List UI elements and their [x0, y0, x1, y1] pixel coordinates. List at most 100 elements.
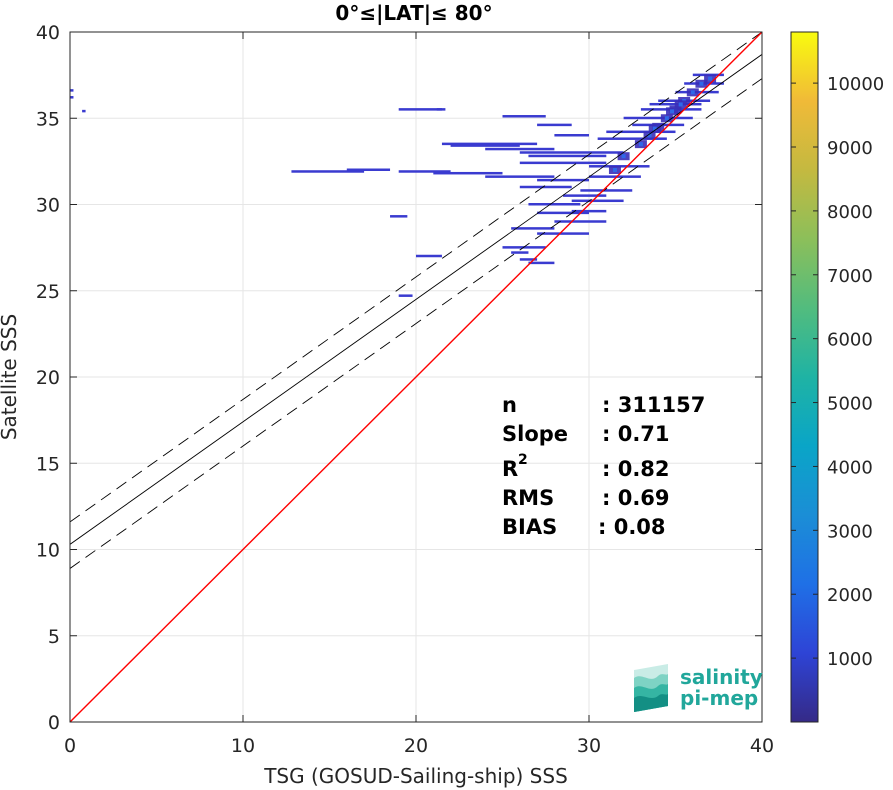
density-segment	[554, 134, 589, 137]
fit_lower-line	[70, 78, 762, 569]
colorbar-tick-label: 7000	[827, 266, 873, 287]
colorbar-tick-label: 1000	[827, 649, 873, 670]
x-axis-ticks: 0 10 20 30 40	[64, 32, 774, 757]
stat-r2-label: R	[502, 457, 518, 481]
density-peak-cell	[612, 168, 617, 172]
density-segment	[537, 123, 572, 127]
density-segment	[519, 151, 624, 154]
density-peak-cell	[621, 154, 626, 159]
density-peak-cell	[664, 116, 669, 121]
stat-rms-value: : 0.69	[602, 486, 670, 510]
y-axis-label: Satellite SSS	[0, 314, 21, 440]
density-segment	[70, 96, 74, 99]
x-axis-label: TSG (GOSUD-Sailing-ship) SSS	[263, 764, 568, 788]
fit_upper-line	[70, 32, 762, 523]
colorbar-tick-label: 9000	[827, 138, 873, 159]
colorbar-tick-label: 10000	[827, 74, 884, 95]
density-segment	[485, 175, 555, 178]
density-segment	[346, 168, 391, 171]
y-axis-ticks: 0 5 10 15 20 25 30 35 40	[36, 22, 762, 734]
stat-bias-label: BIAS	[502, 515, 557, 539]
colorbar-tick-label: 2000	[827, 585, 873, 606]
fit-line	[70, 54, 762, 545]
density-segment	[398, 170, 451, 173]
colorbar-tick-label: 8000	[827, 202, 873, 223]
salinity-pi-mep-logo: salinity pi-mep	[634, 664, 763, 712]
density-segment	[291, 170, 330, 173]
x-tick-label: 30	[577, 735, 601, 757]
density-segment	[528, 203, 581, 206]
density-segment	[70, 89, 74, 92]
logo-text-pi-mep: pi-mep	[680, 686, 758, 710]
density-segment	[519, 161, 607, 165]
colorbar-tick-label: 6000	[827, 330, 873, 351]
density-segment	[450, 144, 520, 147]
stat-n-value: : 311157	[602, 393, 705, 417]
colorbar	[790, 31, 819, 723]
density-segment	[606, 130, 676, 134]
density-segment	[398, 294, 413, 297]
x-tick-label: 40	[750, 735, 774, 757]
y-tick-label: 10	[36, 540, 60, 562]
density-peak-cell	[647, 133, 652, 138]
density-peak-cell	[708, 76, 713, 81]
colorbar-ticks: 1000 2000 3000 4000 5000 6000 7000 8000 9000 1000…	[791, 74, 884, 670]
x-tick-label: 10	[231, 735, 255, 757]
wave-icon	[634, 664, 668, 712]
y-tick-label: 25	[36, 281, 60, 303]
stat-r2-value: : 0.82	[602, 457, 670, 481]
regression-lines	[70, 32, 762, 722]
density-peak-cell	[652, 126, 657, 131]
density-segment	[502, 115, 546, 118]
density-segment	[329, 170, 365, 173]
colorbar-tick-label: 3000	[827, 521, 873, 542]
y-tick-label: 35	[36, 108, 60, 130]
stat-r2-superscript: 2	[518, 452, 528, 468]
stat-n-label: n	[502, 393, 517, 417]
density-segment	[537, 211, 589, 215]
density-segment	[589, 175, 641, 178]
x-tick-label: 20	[404, 735, 428, 757]
density-segment	[623, 116, 693, 120]
y-tick-label: 30	[36, 195, 60, 217]
density-segment	[519, 258, 538, 261]
density-segment	[398, 108, 442, 111]
density-segment	[511, 227, 555, 230]
colorbar-tick-label: 5000	[827, 394, 873, 415]
x-tick-label: 0	[64, 735, 76, 757]
density-segment	[485, 147, 555, 151]
stat-rms-label: RMS	[502, 486, 554, 510]
density-segment	[416, 254, 442, 258]
density-segment	[441, 142, 538, 146]
density-peak-cell	[690, 90, 695, 95]
colorbar-tick-label: 4000	[827, 457, 873, 478]
density-segment	[580, 189, 633, 192]
density-segment	[537, 232, 589, 235]
density-segment	[436, 108, 446, 111]
density-peak-cell	[670, 109, 675, 114]
y-tick-label: 15	[36, 453, 60, 475]
density-segment	[571, 199, 624, 203]
identity-line	[70, 32, 762, 722]
density-peak-cell	[678, 102, 683, 107]
density-peak-cell	[699, 81, 704, 86]
stat-slope-value: : 0.71	[602, 422, 670, 446]
density-segment	[511, 251, 529, 254]
stat-slope-label: Slope	[502, 422, 568, 446]
y-tick-label: 40	[36, 22, 60, 44]
logo-text-salinity: salinity	[680, 665, 763, 689]
density-segment	[82, 109, 86, 113]
density-segment	[528, 261, 555, 265]
stat-bias-value: : 0.08	[598, 515, 666, 539]
density-segment	[571, 209, 607, 213]
density-segment	[537, 178, 589, 182]
chart-title: 0°≤|LAT|≤ 80°	[335, 1, 492, 25]
density-segment	[433, 171, 503, 175]
density-segment	[563, 194, 607, 197]
density-segment	[554, 220, 607, 223]
y-tick-label: 20	[36, 367, 60, 389]
density-segment	[519, 185, 572, 189]
density-segment	[597, 137, 667, 140]
density-cells	[70, 73, 724, 297]
